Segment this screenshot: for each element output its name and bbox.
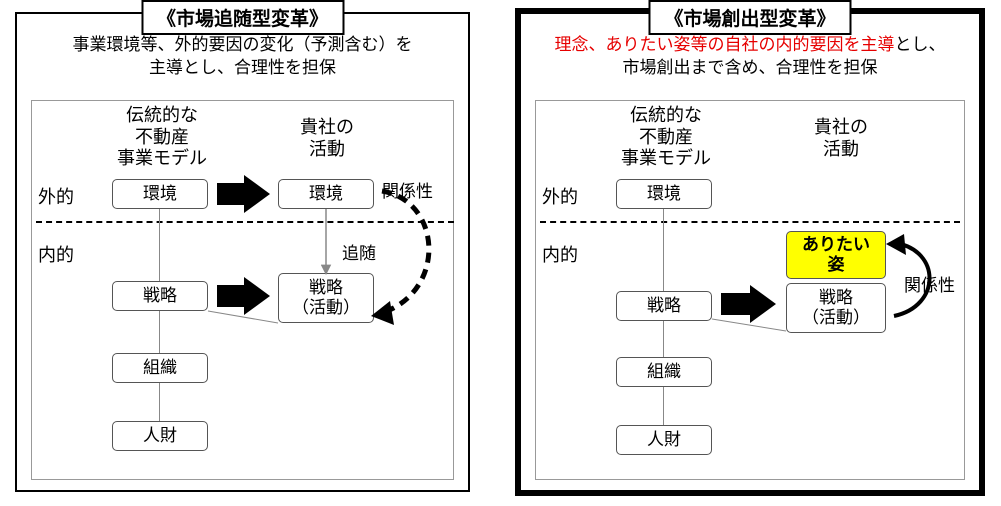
left-inner: 伝統的な 不動産 事業モデル 貴社の 活動 外的 内的 環境 戦略 組織 人財 … xyxy=(31,100,454,480)
right-line-env-strategy xyxy=(663,209,664,291)
right-node-strategy1: 戦略 xyxy=(616,291,712,321)
left-svg-connectors xyxy=(32,101,453,479)
left-node-env2: 環境 xyxy=(278,179,374,209)
left-subtitle: 事業環境等、外的要因の変化（予測含む）を 主導とし、合理性を担保 xyxy=(17,34,468,80)
right-subtitle-red: 理念、ありたい姿等の自社の内的要因を主導 xyxy=(555,35,895,54)
right-label-relation: 関係性 xyxy=(904,271,955,296)
left-line-strategy-org xyxy=(159,311,160,353)
right-subtitle: 理念、ありたい姿等の自社の内的要因を主導とし、 市場創出まで含め、合理性を担保 xyxy=(521,34,979,80)
left-node-strategy1: 戦略 xyxy=(112,281,208,311)
left-svg-arrows xyxy=(32,101,453,479)
left-line-env-strategy xyxy=(159,209,160,281)
left-panel: 《市場追随型変革》 事業環境等、外的要因の変化（予測含む）を 主導とし、合理性を… xyxy=(15,12,470,492)
left-col2-head: 貴社の 活動 xyxy=(277,117,377,160)
right-row-external: 外的 xyxy=(542,183,578,209)
right-line-org-people xyxy=(663,387,664,425)
right-node-strategy2: 戦略 （活動） xyxy=(786,283,886,333)
left-label-follow: 追随 xyxy=(342,239,376,264)
left-row-external: 外的 xyxy=(38,183,74,209)
left-col1-head: 伝統的な 不動産 事業モデル xyxy=(102,105,222,170)
right-line-strategy-org xyxy=(663,321,664,357)
left-title: 《市場追随型変革》 xyxy=(141,0,344,35)
right-col1-head: 伝統的な 不動産 事業モデル xyxy=(606,105,726,170)
left-label-relation: 関係性 xyxy=(382,177,433,202)
right-svg-arrows xyxy=(536,101,964,479)
left-subtitle-line2: 主導とし、合理性を担保 xyxy=(149,58,336,77)
right-inner: 伝統的な 不動産 事業モデル 貴社の 活動 外的 内的 環境 戦略 組織 人財 … xyxy=(535,100,965,480)
right-node-org: 組織 xyxy=(616,357,712,387)
right-dashed-separator xyxy=(540,221,960,223)
left-dashed-separator xyxy=(36,221,454,223)
left-node-env1: 環境 xyxy=(112,179,208,209)
left-node-people: 人財 xyxy=(112,421,208,451)
left-node-strategy2: 戦略 （活動） xyxy=(278,273,374,323)
right-svg-connectors xyxy=(536,101,964,479)
left-subtitle-line1: 事業環境等、外的要因の変化（予測含む）を xyxy=(73,35,413,54)
left-node-org: 組織 xyxy=(112,353,208,383)
right-node-people: 人財 xyxy=(616,425,712,455)
right-node-ideal: ありたい 姿 xyxy=(786,231,886,279)
left-row-internal: 内的 xyxy=(38,241,74,267)
right-node-env1: 環境 xyxy=(616,179,712,209)
right-row-internal: 内的 xyxy=(542,241,578,267)
right-title: 《市場創出型変革》 xyxy=(648,0,851,35)
right-panel: 《市場創出型変革》 理念、ありたい姿等の自社の内的要因を主導とし、 市場創出まで… xyxy=(515,8,985,496)
right-col2-head: 貴社の 活動 xyxy=(791,117,891,160)
right-subtitle-tail: とし、 xyxy=(895,35,946,54)
left-line-org-people xyxy=(159,383,160,421)
right-subtitle-line2: 市場創出まで含め、合理性を担保 xyxy=(623,58,878,77)
